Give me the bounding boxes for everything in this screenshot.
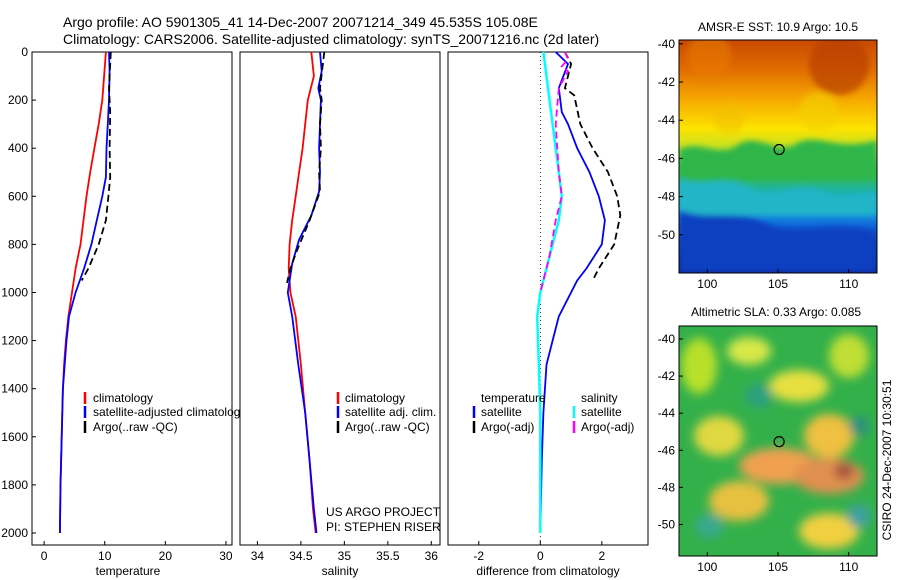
salinity-legend: climatology satellite adj. clim. Argo(..… <box>336 391 436 434</box>
legend-label-satellite: satellite-adjusted climatology <box>93 405 246 419</box>
legend-title-salinity: salinity <box>581 391 618 405</box>
legend-label-climatology: climatology <box>345 391 405 405</box>
y-tick-label: 1800 <box>1 478 28 492</box>
y-tick-label: 200 <box>8 93 28 107</box>
y-tick-label: 800 <box>8 237 28 251</box>
y-tick-label: 400 <box>8 141 28 155</box>
difference-axes-box <box>447 51 649 546</box>
argo-location-marker <box>773 143 785 156</box>
salinity-axes-box <box>239 51 441 546</box>
legend-label-argo: Argo(..raw -QC) <box>345 420 430 434</box>
map-y-tick-label: -42 <box>658 369 676 383</box>
legend-label-satellite: satellite adj. clim. <box>345 405 436 419</box>
salinity-panel: 34 34.5 35 35.5 36 salinity climatology sate… <box>239 51 441 578</box>
x-tick-label: 34 <box>251 549 265 563</box>
legend-label-sal-argo: Argo(-adj) <box>581 420 634 434</box>
difference-xlabel: difference from climatology <box>476 564 619 578</box>
x-tick-label: 0 <box>41 549 48 563</box>
difference-panel: -2 0 2 difference from climatology tempera… <box>447 51 649 578</box>
y-tick-label: 1600 <box>1 430 28 444</box>
x-tick-label: 20 <box>159 549 173 563</box>
y-tick-label: 1400 <box>1 382 28 396</box>
legend-label-sal-satellite: satellite <box>581 405 622 419</box>
sla-map-panel: Altimetric SLA: 0.33 Argo: 0.085 <box>658 305 894 574</box>
series-line-salinity-argo-adj <box>539 51 570 293</box>
map-x-tick-label: 105 <box>768 277 788 291</box>
map-x-tick-label: 110 <box>839 560 858 574</box>
sst-map-panel: AMSR-E SST: 10.9 Argo: 10.5 <box>658 20 878 291</box>
legend-label-temp-satellite: satellite <box>481 405 522 419</box>
pi-annotation: PI: STEPHEN RISER <box>326 520 441 534</box>
figure-title-line1: Argo profile: AO 5901305_41 14-Dec-2007 … <box>63 14 538 30</box>
sla-map-title: Altimetric SLA: 0.33 Argo: 0.085 <box>691 305 861 319</box>
map-y-tick-label: -40 <box>658 37 676 51</box>
map-x-tick-label: 105 <box>768 560 788 574</box>
map-y-tick-label: -44 <box>658 113 676 127</box>
series-line-satellite-adjusted-climatology <box>59 51 111 534</box>
argo-location-marker <box>773 436 785 448</box>
temperature-xlabel: temperature <box>96 564 161 578</box>
x-tick-label: 30 <box>219 549 233 563</box>
map-y-tick-label: -46 <box>658 443 676 457</box>
x-tick-label: 35.5 <box>376 549 400 563</box>
temperature-legend: climatology satellite-adjusted climatolo… <box>83 391 246 434</box>
temperature-panel: 0 10 20 30 0 200 400 600 800 1000 1200 1400 1600 1800… <box>1 45 246 578</box>
x-tick-label: 10 <box>98 549 112 563</box>
y-tick-label: 1000 <box>1 285 28 299</box>
map-x-tick-label: 100 <box>697 277 717 291</box>
y-tick-label: 1200 <box>1 334 28 348</box>
legend-title-temperature: temperature <box>481 391 546 405</box>
y-tick-label: 2000 <box>1 526 28 540</box>
series-line-argo-raw-qc <box>286 51 326 284</box>
y-tick-label: 600 <box>8 189 28 203</box>
csiro-timestamp-label: CSIRO 24-Dec-2007 10:30:51 <box>880 379 894 540</box>
legend-label-argo: Argo(..raw -QC) <box>93 420 178 434</box>
x-tick-label: 2 <box>599 549 606 563</box>
map-y-tick-label: -50 <box>658 228 676 242</box>
series-line-temperature-satellite <box>539 51 606 534</box>
sst-map-image <box>679 40 877 273</box>
series-line-temperature-argo-adj <box>563 51 622 281</box>
map-x-tick-label: 110 <box>839 277 858 291</box>
x-tick-label: -2 <box>473 549 484 563</box>
series-line-salinity-satellite <box>535 51 564 533</box>
series-line-satellite-adj-clim <box>286 51 323 534</box>
x-tick-label: 34.5 <box>289 549 313 563</box>
difference-legend: temperature satellite Argo(-adj) salinit… <box>472 391 634 434</box>
sla-map-image <box>679 326 877 556</box>
series-line-argo-raw-qc <box>80 51 112 281</box>
sst-map-title: AMSR-E SST: 10.9 Argo: 10.5 <box>698 20 858 34</box>
map-y-tick-label: -48 <box>658 480 676 494</box>
map-y-tick-label: -50 <box>658 517 676 531</box>
map-x-tick-label: 100 <box>697 560 717 574</box>
map-y-tick-label: -40 <box>658 332 676 346</box>
y-tick-label: 0 <box>21 45 28 59</box>
map-y-tick-label: -46 <box>658 151 676 165</box>
map-y-tick-label: -48 <box>658 190 676 204</box>
map-y-tick-label: -44 <box>658 406 676 420</box>
salinity-xlabel: salinity <box>322 564 359 578</box>
project-annotation: US ARGO PROJECT <box>326 505 441 519</box>
x-tick-label: 36 <box>425 549 439 563</box>
x-tick-label: 0 <box>537 549 544 563</box>
temperature-axes-box <box>31 51 233 546</box>
legend-label-temp-argo: Argo(-adj) <box>481 420 534 434</box>
figure-title-line2: Climatology: CARS2006. Satellite-adjuste… <box>63 31 599 47</box>
legend-label-climatology: climatology <box>93 391 153 405</box>
map-y-tick-label: -42 <box>658 75 676 89</box>
x-tick-label: 35 <box>338 549 352 563</box>
